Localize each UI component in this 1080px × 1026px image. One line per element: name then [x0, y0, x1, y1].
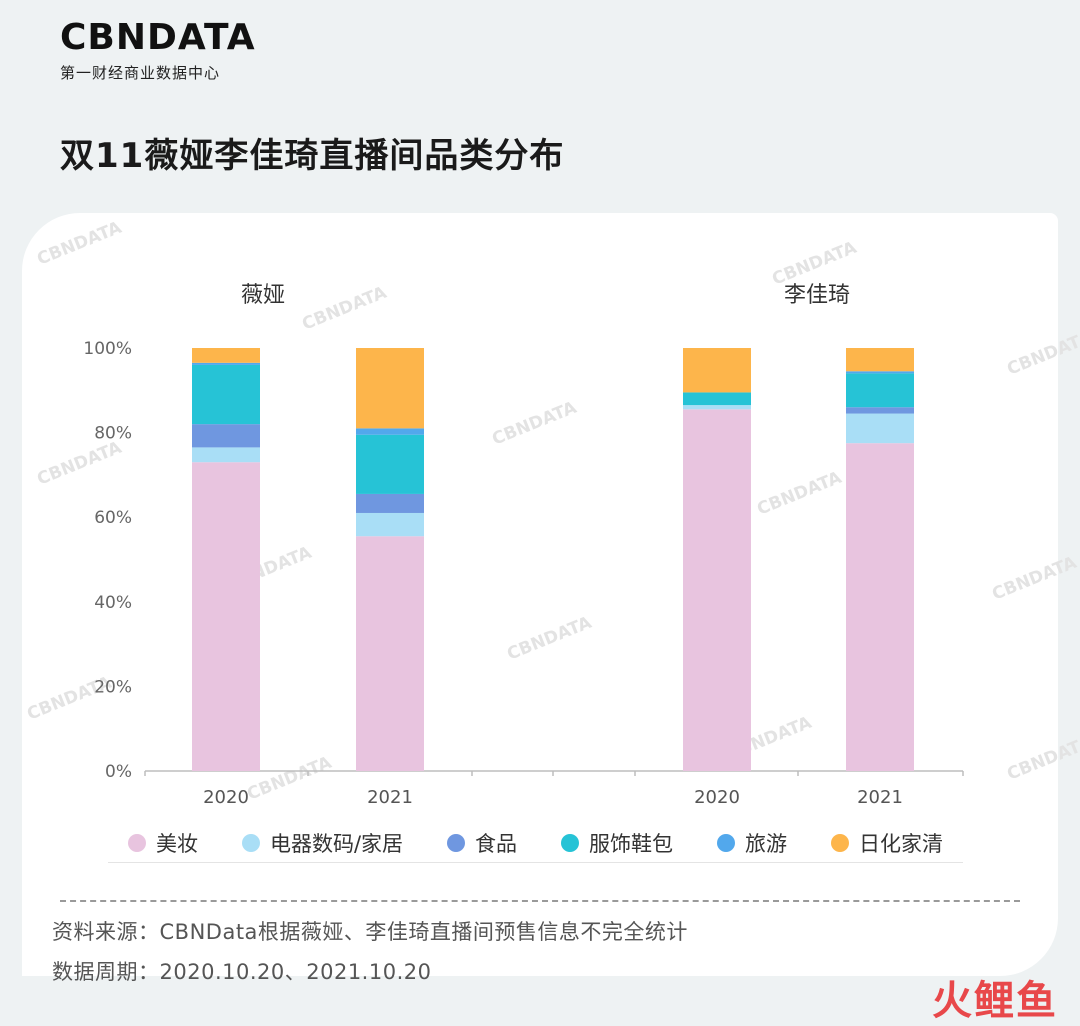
legend-item: 旅游 — [717, 828, 787, 858]
x-tick-label: 2020 — [694, 787, 740, 808]
bar-segment — [192, 348, 260, 363]
legend-item: 美妆 — [128, 828, 198, 858]
page-title: 双11薇娅李佳琦直播间品类分布 — [60, 136, 565, 176]
y-tick-label: 40% — [94, 593, 132, 613]
chart-legend: 美妆 电器数码/家居 食品 服饰鞋包 旅游 日化家清 — [108, 823, 963, 863]
bar-segment — [683, 409, 751, 771]
legend-item: 电器数码/家居 — [241, 828, 404, 858]
legend-swatch — [717, 833, 736, 852]
bar-segment — [846, 443, 914, 771]
bar-segment — [192, 462, 260, 771]
chart-watermark: CBNDATA — [34, 217, 125, 269]
legend-swatch — [447, 833, 466, 852]
group-label: 薇娅 — [241, 283, 285, 308]
brand-subtitle: 第一财经商业数据中心 — [60, 64, 221, 82]
legend-swatch — [241, 833, 260, 852]
bar-segment — [192, 447, 260, 463]
chart-watermark: CBNDATA — [34, 437, 125, 489]
y-tick-label: 80% — [94, 424, 132, 444]
chart-watermark: CBNDATA — [1004, 732, 1080, 784]
period-note: 数据周期：2020.10.20、2021.10.20 — [52, 960, 432, 984]
bar-segment — [356, 348, 424, 429]
x-tick-label: 2021 — [857, 787, 903, 808]
bar-segment — [846, 371, 914, 374]
bar-segment — [683, 348, 751, 393]
legend-label: 美妆 — [156, 831, 198, 856]
legend-swatch — [831, 833, 849, 852]
y-tick-label: 20% — [94, 677, 132, 697]
legend-item: 服饰鞋包 — [561, 828, 673, 858]
bar-segment — [356, 493, 424, 513]
x-tick-label: 2020 — [203, 787, 249, 808]
legend-swatch — [128, 833, 146, 852]
y-tick-label: 0% — [105, 762, 132, 782]
legend-label: 电器数码/家居 — [269, 831, 404, 856]
y-tick-label: 100% — [83, 339, 132, 359]
chart-watermark: CBNDATA — [1004, 327, 1080, 379]
bar-segment — [846, 348, 914, 372]
bar-segment — [846, 407, 914, 414]
legend-label: 服饰鞋包 — [589, 831, 674, 856]
chart-watermark: CBNDATA — [754, 467, 845, 519]
legend-item: 食品 — [447, 828, 517, 858]
legend-item: 日化家清 — [831, 828, 943, 858]
chart-watermark: CBNDATA — [989, 552, 1080, 604]
legend-label: 旅游 — [745, 831, 788, 856]
bar-segment — [356, 434, 424, 494]
chart-watermark: CBNDATA — [504, 612, 595, 664]
group-label: 李佳琦 — [784, 283, 850, 308]
brand: CBNDATA 第一财经商业数据中心 — [60, 18, 256, 83]
bar-segment — [192, 362, 260, 365]
bar-segment — [356, 536, 424, 771]
bar-segment — [846, 413, 914, 444]
legend-swatch — [561, 833, 580, 852]
source-note: 资料来源：CBNData根据薇娅、李佳琦直播间预售信息不完全统计 — [52, 920, 688, 944]
corner-watermark-logo: 火鲤鱼 — [932, 978, 1058, 1024]
bar-segment — [356, 428, 424, 435]
legend-label: 食品 — [475, 831, 518, 856]
chart-watermark: CBNDATA — [489, 397, 580, 449]
bar-segment — [192, 364, 260, 425]
bar-segment — [356, 512, 424, 537]
chart-watermark: CBNDATA — [769, 237, 860, 289]
x-tick-label: 2021 — [367, 787, 413, 808]
chart-watermark: CBNDATA — [299, 282, 390, 334]
bar-segment — [846, 373, 914, 408]
brand-logo: CBNDATA — [60, 17, 256, 58]
bar-segment — [683, 392, 751, 406]
bar-segment — [192, 424, 260, 448]
bar-segment — [683, 405, 751, 410]
y-tick-label: 60% — [94, 508, 132, 528]
legend-label: 日化家清 — [859, 831, 943, 856]
dashed-divider — [60, 900, 1020, 902]
